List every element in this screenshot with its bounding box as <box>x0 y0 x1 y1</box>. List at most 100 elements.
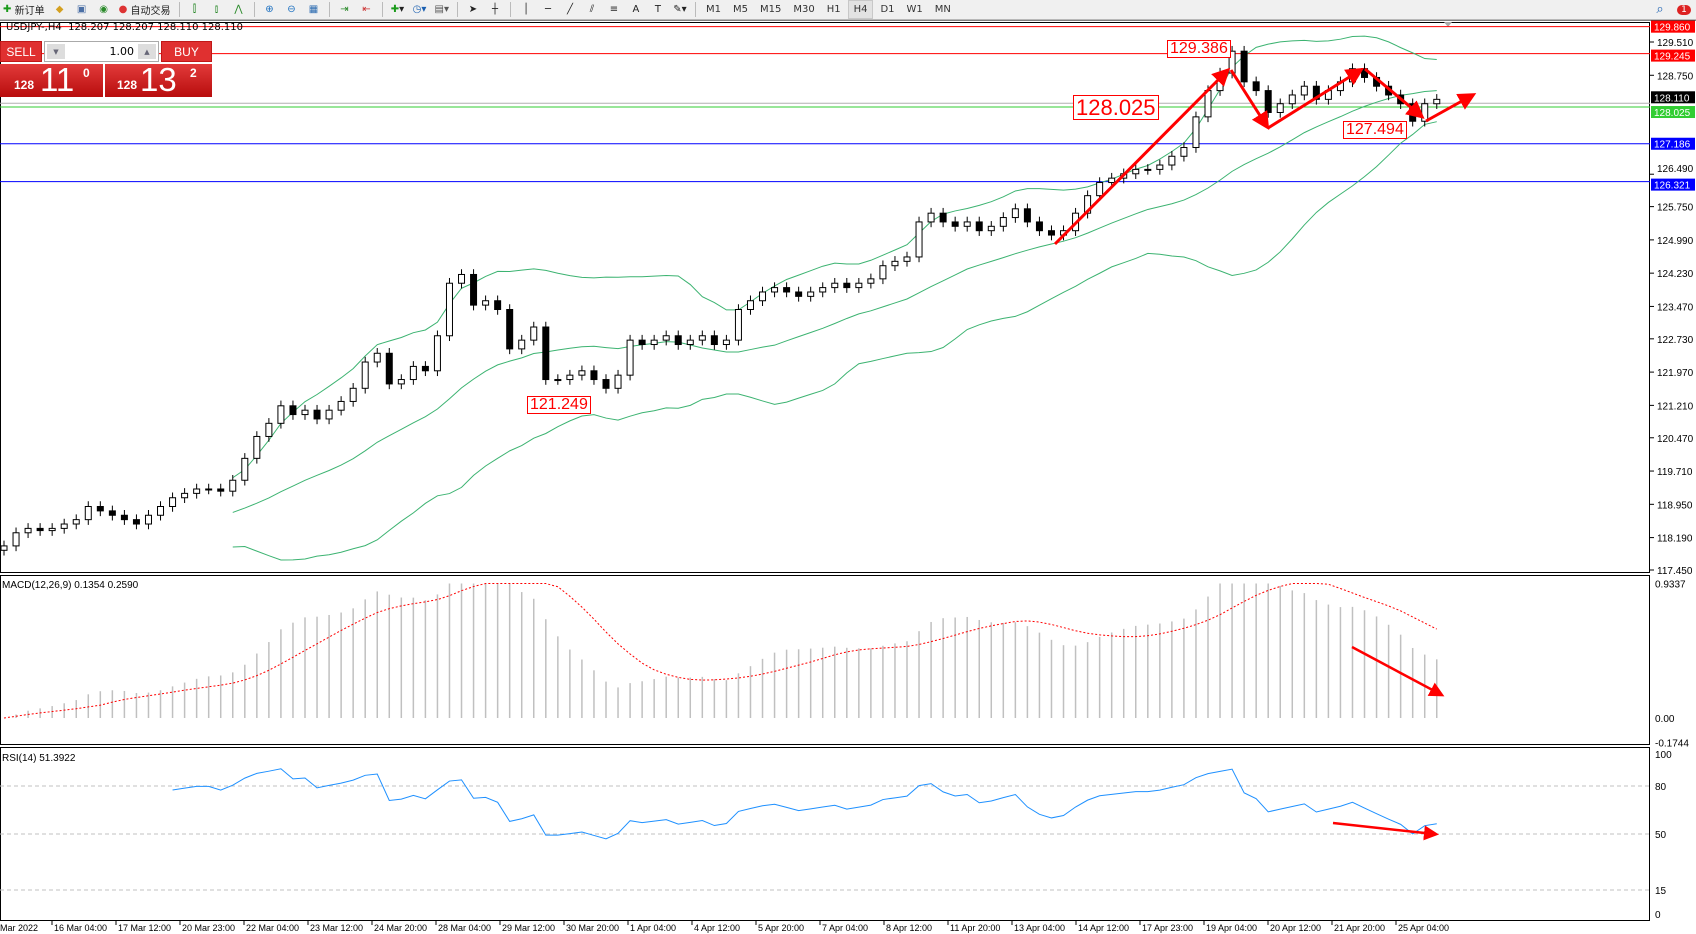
level-price-label: 127.186 <box>1654 140 1691 151</box>
macd-axis-label: -0.1744 <box>1655 739 1689 750</box>
candle-body <box>1096 182 1104 197</box>
price-tick-label: 122.730 <box>1657 335 1694 346</box>
chart-shift-icon[interactable]: ⇤ <box>362 4 371 15</box>
label-high[interactable]: 129.386 <box>1167 40 1231 58</box>
sell-price-button[interactable]: 128 11 0 <box>0 61 103 98</box>
candle-body <box>614 374 622 389</box>
timeframe-mn[interactable]: MN <box>934 4 951 15</box>
candle-body <box>157 506 165 516</box>
candle-body <box>602 379 610 389</box>
candle-body <box>843 282 851 289</box>
arrow-pullback[interactable] <box>1364 67 1425 119</box>
candle-body <box>1204 90 1212 118</box>
cursor-icon[interactable]: ➤ <box>468 4 478 15</box>
candle-body <box>1240 50 1248 83</box>
arrows-icon[interactable]: ✎▾ <box>673 4 687 15</box>
candle-body <box>1047 230 1055 236</box>
equidistant-channel-icon[interactable]: ⫽ <box>589 4 595 15</box>
timeframe-h1[interactable]: H1 <box>826 4 841 15</box>
candle-body <box>169 497 177 508</box>
timeframe-m30[interactable]: M30 <box>793 4 815 15</box>
text-icon[interactable]: A <box>632 4 640 15</box>
indicators-icon[interactable]: ✚ ▾ <box>390 4 405 15</box>
candle-body <box>590 370 598 381</box>
buy-button[interactable]: BUY <box>161 41 212 62</box>
time-tick-label: 23 Mar 12:00 <box>310 923 363 933</box>
zoom-out-icon[interactable]: ⊖ <box>287 4 296 15</box>
fibonacci-icon[interactable]: ≡ <box>609 4 619 15</box>
candle-body <box>722 339 730 346</box>
price-tick-label: 118.950 <box>1657 500 1693 511</box>
tile-windows-icon[interactable]: ▦ <box>308 4 319 15</box>
rsi-axis-label: 0 <box>1655 910 1661 921</box>
timeframe-m1[interactable]: M1 <box>705 4 721 15</box>
arrow-projection[interactable] <box>1425 93 1477 123</box>
level-price-tag <box>1651 91 1695 104</box>
lot-size-value[interactable]: 1.00 <box>109 45 135 58</box>
crosshair-icon[interactable]: ┼ <box>491 4 498 15</box>
macd-divergence-arrow[interactable] <box>1351 645 1445 697</box>
lot-size-stepper[interactable]: ▼ 1.00 ▲ <box>44 41 159 62</box>
periods-icon[interactable]: ◷▾ <box>412 4 427 15</box>
price-tick-label: 121.970 <box>1657 368 1694 379</box>
price-tick-label: 121.210 <box>1657 401 1694 412</box>
trendline-icon[interactable]: ╱ <box>566 4 573 15</box>
auto-trading-button[interactable]: ● 自动交易 <box>116 1 174 18</box>
time-tick-label: 13 Apr 04:00 <box>1014 923 1065 933</box>
bar-chart-icon[interactable]: ⫿ <box>192 4 197 15</box>
candle-body <box>0 545 8 551</box>
candle-body <box>397 379 405 385</box>
trend-arrows <box>1053 67 1477 841</box>
arrow-rise[interactable] <box>1267 67 1365 130</box>
templates-icon[interactable]: ▤▾ <box>434 4 449 15</box>
notification-button[interactable]: 1 <box>1672 1 1696 18</box>
label-recent-low[interactable]: 127.494 <box>1343 121 1407 139</box>
macd-axis-label: 0.9337 <box>1655 580 1686 591</box>
candle-body <box>638 339 646 346</box>
timeframe-m5[interactable]: M5 <box>732 4 748 15</box>
terminal-icon[interactable]: ▣ <box>76 4 87 15</box>
level-price-label: 129.245 <box>1654 52 1691 63</box>
candle-body <box>1300 85 1308 96</box>
decrease-lot-icon[interactable]: ▼ <box>47 44 65 59</box>
label-level[interactable]: 128.025 <box>1073 95 1159 120</box>
timeframe-w1[interactable]: W1 <box>906 4 923 15</box>
candle-body <box>409 365 417 381</box>
timeframe-h4[interactable]: H4 <box>847 0 874 19</box>
sell-price-prefix: 128 <box>14 78 35 92</box>
new-order-button[interactable]: ✚ 新订单 <box>0 1 48 18</box>
metaeditor-icon[interactable]: ◆ <box>55 4 64 15</box>
time-tick-label: 22 Mar 04:00 <box>246 923 299 933</box>
auto-scroll-icon[interactable]: ⇥ <box>340 4 349 15</box>
candlestick-icon[interactable]: ⫾ <box>214 4 219 15</box>
chart-shift-marker[interactable] <box>1444 22 1452 27</box>
text-label-icon[interactable]: T <box>654 4 662 15</box>
buy-price-button[interactable]: 128 13 2 <box>105 61 212 98</box>
bollinger-bands <box>232 35 1437 561</box>
one-click-trading-panel: SELL ▼ 1.00 ▲ BUY 128 11 0 128 13 2 <box>0 40 212 98</box>
sell-price-pips: 11 <box>40 61 75 98</box>
candle-body <box>373 352 381 363</box>
search-icon[interactable]: ⌕ <box>1656 2 1664 17</box>
arrow-up-trend[interactable] <box>1053 67 1231 246</box>
band-middle <box>232 90 1437 513</box>
timeframe-d1[interactable]: D1 <box>880 4 895 15</box>
candle-body <box>445 282 453 337</box>
level-price-label: 128.110 <box>1654 93 1690 104</box>
signals-icon[interactable]: ◉ <box>99 4 108 15</box>
vertical-line-icon[interactable]: │ <box>522 4 529 15</box>
increase-lot-icon[interactable]: ▲ <box>138 44 156 59</box>
horizontal-line-icon[interactable]: ─ <box>544 4 551 15</box>
zoom-in-icon[interactable]: ⊕ <box>265 4 274 15</box>
sell-button[interactable]: SELL <box>0 41 42 62</box>
line-chart-icon[interactable]: ⋀ <box>234 4 243 15</box>
arrow-drop[interactable] <box>1229 69 1270 131</box>
label-prior-low[interactable]: 121.249 <box>527 396 591 414</box>
level-price-tag <box>1651 20 1695 33</box>
candle-body <box>530 326 538 341</box>
candle-body <box>987 225 995 232</box>
rsi-divergence-arrow[interactable] <box>1332 821 1439 841</box>
timeframe-m15[interactable]: M15 <box>759 4 782 15</box>
time-tick-label: 11 Apr 20:00 <box>950 923 1000 933</box>
